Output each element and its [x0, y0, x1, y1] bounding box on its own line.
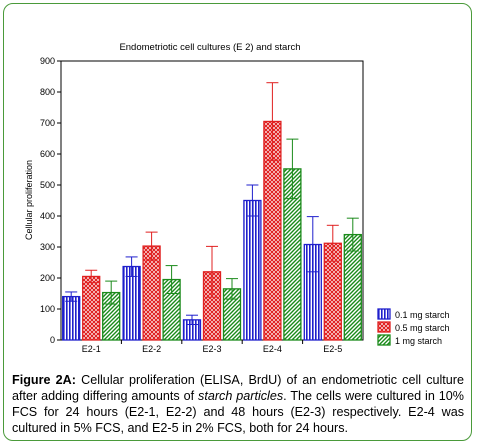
- bar-series: [62, 120, 362, 341]
- caption-label: Figure 2A:: [12, 373, 76, 387]
- legend-swatch: [377, 321, 391, 333]
- y-tick-label: 400: [40, 211, 55, 221]
- figure-caption: Figure 2A: Cellular proliferation (ELISA…: [12, 372, 464, 436]
- y-tick-label: 500: [40, 180, 55, 190]
- caption-emphasis: starch particles: [198, 389, 284, 403]
- y-tick-label: 200: [40, 273, 55, 283]
- legend-label: 1 mg starch: [395, 336, 442, 346]
- bar-E2-1-0: [62, 295, 81, 341]
- legend-swatch: [377, 308, 391, 320]
- y-axis-ticks: 0 100 200 300 400 500 600 700 800 900: [40, 56, 61, 345]
- error-bars: [65, 82, 359, 325]
- y-axis-label: Cellular proliferation: [24, 160, 34, 240]
- chart-title: Endometriotic cell cultures (E 2) and st…: [119, 42, 300, 53]
- legend-label: 0.5 mg starch: [395, 323, 450, 333]
- bar-chart: Endometriotic cell cultures (E 2) and st…: [24, 42, 450, 354]
- x-tick-label: E2-5: [323, 344, 342, 354]
- x-axis-ticks: E2-1 E2-2 E2-3 E2-4 E2-5: [82, 340, 342, 354]
- y-tick-label: 300: [40, 242, 55, 252]
- legend-swatch: [377, 334, 391, 346]
- bar-E2-1-1: [82, 275, 101, 341]
- bar-E2-4-0: [243, 199, 262, 341]
- y-tick-label: 600: [40, 149, 55, 159]
- y-tick-label: 0: [50, 335, 55, 345]
- y-tick-label: 800: [40, 87, 55, 97]
- x-tick-label: E2-1: [82, 344, 101, 354]
- caption-text-before: Cellular proliferation (ELISA, BrdU) of …: [12, 373, 465, 403]
- bar-E2-2-0: [122, 265, 141, 341]
- y-tick-label: 100: [40, 304, 55, 314]
- x-tick-label: E2-4: [263, 344, 282, 354]
- y-tick-label: 700: [40, 118, 55, 128]
- y-tick-label: 900: [40, 56, 55, 66]
- x-tick-label: E2-2: [142, 344, 161, 354]
- legend-label: 0.1 mg starch: [395, 310, 450, 320]
- caption-text-after: . The cells were cultured in 10% FCS for…: [12, 389, 464, 435]
- legend: 0.1 mg starch 0.5 mg starch 1 mg starch: [377, 308, 450, 346]
- x-tick-label: E2-3: [202, 344, 221, 354]
